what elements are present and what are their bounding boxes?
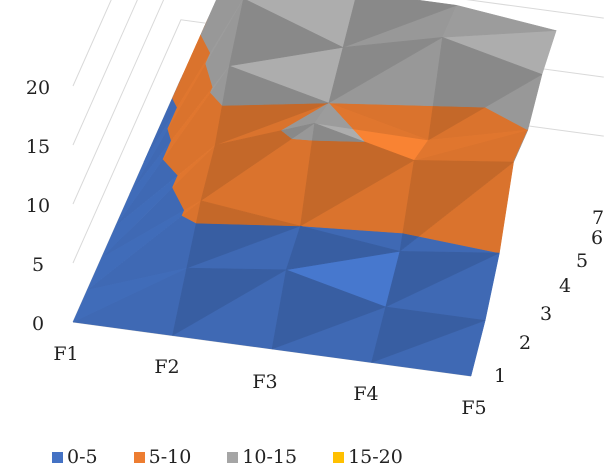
surface-chart: 0 5 10 15 20 F1 F2 F3 F4 F5 1 2 3 4 5 6 … <box>26 0 604 419</box>
x-tick-label: F2 <box>154 356 179 378</box>
legend-item: 15-20 <box>333 446 403 468</box>
legend-label: 0-5 <box>67 446 98 468</box>
legend-item: 5-10 <box>133 446 192 468</box>
legend-label: 10-15 <box>242 446 298 468</box>
surface-patch <box>432 36 543 108</box>
depth-tick-label: 6 <box>591 227 603 249</box>
x-tick-label: F4 <box>353 383 378 405</box>
surface-patch <box>385 251 500 308</box>
surface-patch <box>181 200 202 216</box>
gridline <box>72 0 604 205</box>
surface-patch <box>314 102 354 130</box>
depth-tick-label: 5 <box>576 250 588 272</box>
gridline <box>72 0 112 87</box>
z-tick-label: 20 <box>26 77 50 99</box>
surface-patch <box>228 0 344 67</box>
surface-patch <box>311 122 365 142</box>
legend-item: 10-15 <box>227 446 297 468</box>
surface-patch <box>221 65 329 106</box>
surface-patch <box>328 37 443 104</box>
surface-patch <box>210 65 230 93</box>
surface-patch <box>280 122 315 140</box>
legend-swatch <box>227 451 239 463</box>
surface-patch <box>402 160 515 237</box>
surface-patch <box>200 0 217 35</box>
surface-patch <box>195 200 301 227</box>
legend-swatch <box>333 451 345 463</box>
depth-tick-label: 7 <box>592 207 604 229</box>
surface-patch <box>371 306 486 363</box>
legend-swatch <box>52 451 63 463</box>
z-tick-label: 5 <box>32 254 44 276</box>
surface-patch <box>285 225 400 271</box>
z-tick-label: 10 <box>26 195 50 217</box>
surface-plot <box>72 0 557 377</box>
surface-patch <box>442 5 557 38</box>
depth-tick-label: 2 <box>519 332 531 354</box>
depth-tick-label: 3 <box>540 303 552 325</box>
depth-tick-label: 4 <box>559 275 571 297</box>
gridline <box>72 0 138 146</box>
surface-patch <box>413 129 528 161</box>
surface-patch <box>271 269 387 350</box>
surface-patch <box>172 144 216 188</box>
depth-axis-ticks: 1 2 3 4 5 6 7 <box>494 207 604 387</box>
legend-label: 5-10 <box>148 446 192 468</box>
surface-patch <box>205 0 243 64</box>
legend: 0-5 5-10 10-15 15-20 <box>52 446 592 468</box>
legend-item: 0-5 <box>52 446 98 468</box>
x-tick-label: F3 <box>252 371 277 393</box>
z-axis-ticks: 0 5 10 15 20 <box>26 77 50 335</box>
surface-patch <box>342 0 457 48</box>
surface-patch <box>172 267 288 336</box>
legend-label: 15-20 <box>348 446 403 468</box>
x-axis-ticks: F1 F2 F3 F4 F5 <box>53 343 486 419</box>
z-tick-label: 0 <box>32 313 44 335</box>
legend-swatch <box>133 451 145 463</box>
depth-tick-label: 1 <box>494 365 506 387</box>
x-tick-label: F1 <box>53 343 78 365</box>
surface-patch <box>72 267 187 323</box>
z-tick-label: 15 <box>26 136 50 158</box>
x-tick-label: F5 <box>461 397 486 419</box>
